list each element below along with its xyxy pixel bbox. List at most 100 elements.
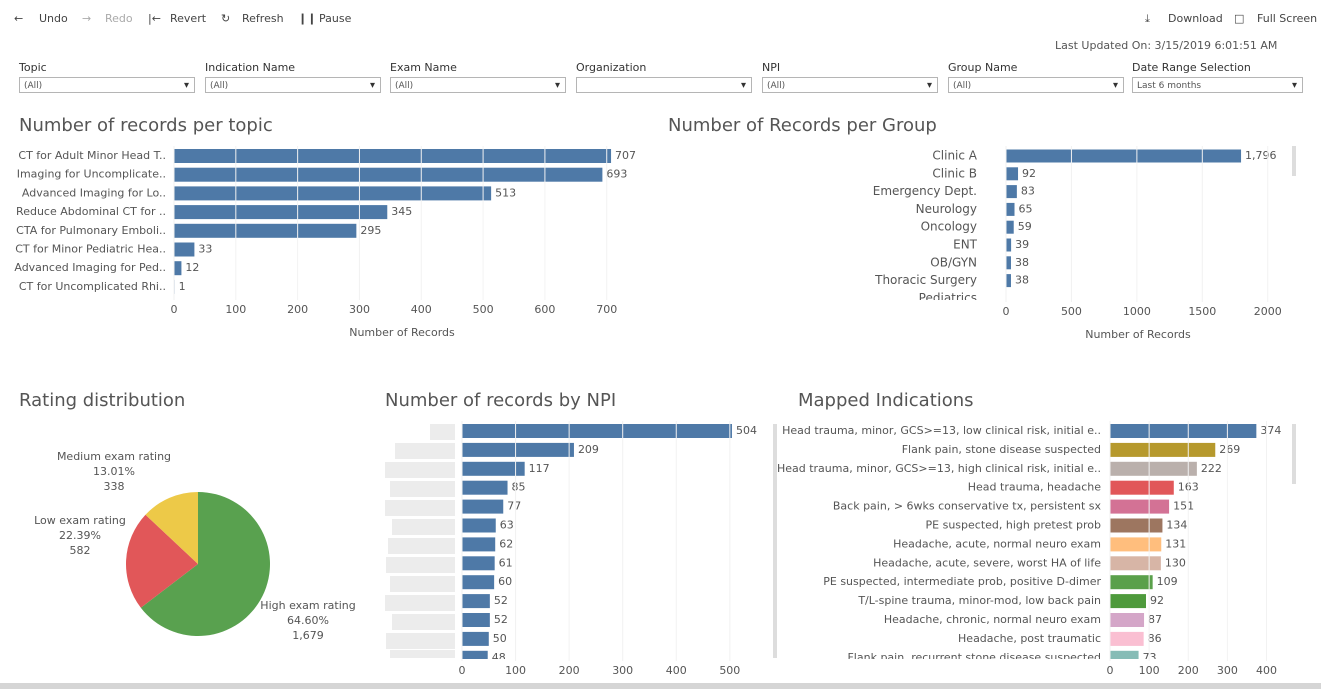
slice-count: 582 [70, 544, 91, 557]
value-label: 131 [1165, 537, 1186, 550]
value-label: 134 [1166, 519, 1187, 532]
category-label: Clinic B [932, 166, 977, 180]
pie-slice [126, 514, 198, 608]
value-label: 50 [493, 632, 507, 645]
bar [462, 442, 574, 457]
x-tick-label: 1000 [1123, 305, 1151, 318]
category-label: CTA for Pulmonary Emboli.. [16, 224, 166, 237]
value-label: 707 [615, 149, 636, 162]
undo[interactable]: Undo [39, 12, 68, 25]
value-label: 62 [499, 537, 513, 550]
category-label: Pediatrics [919, 291, 977, 305]
filter-dropdown[interactable]: (All) [390, 77, 566, 94]
bar [1110, 594, 1146, 609]
bar [1110, 650, 1139, 659]
value-label: 38 [1015, 256, 1029, 269]
value-label: 77 [507, 500, 521, 513]
x-tick-label: 100 [225, 303, 246, 316]
bar [462, 575, 495, 590]
category-label: CT for Uncomplicated Rhi.. [19, 280, 166, 293]
category-label: T/L-spine trauma, minor-mod, low back pa… [857, 594, 1101, 607]
bar [1110, 613, 1145, 627]
value-label: 92 [1150, 594, 1164, 607]
filter-dropdown[interactable]: Last 6 months [1132, 77, 1303, 94]
value-label: 1 [179, 280, 186, 293]
bar [462, 461, 525, 476]
filter-label: Date Range Selection [1132, 61, 1251, 74]
x-tick-label: 0 [459, 664, 466, 677]
category-label: Flank pain, recurrent stone disease susp… [847, 651, 1101, 664]
value-label: 151 [1173, 500, 1194, 513]
bar [174, 149, 612, 163]
category-label: Head trauma, minor, GCS>=13, high clinic… [777, 462, 1101, 475]
x-tick-label: 500 [1061, 305, 1082, 318]
pause[interactable]: Pause [319, 12, 352, 25]
value-label: 1,796 [1245, 149, 1277, 162]
x-tick-label: 300 [349, 303, 370, 316]
bar [1006, 167, 1019, 181]
category-label: CT for Minor Pediatric Hea.. [15, 243, 166, 256]
bar [1110, 575, 1153, 590]
slice-percent: 13.01% [93, 465, 135, 478]
undo-icon[interactable]: ← [14, 12, 24, 25]
revert[interactable]: Revert [170, 12, 207, 25]
revert-icon[interactable]: |← [148, 12, 161, 25]
scrollbar[interactable] [1292, 146, 1296, 176]
x-tick-label: 0 [171, 303, 178, 316]
bar [1006, 220, 1014, 234]
bar [462, 556, 495, 571]
bar [174, 242, 195, 257]
scrollbar[interactable] [773, 424, 777, 658]
full-screen-icon[interactable]: □ [1234, 12, 1245, 25]
category-label: Flank pain, stone disease suspected [902, 443, 1101, 456]
category-label: Headache, post traumatic [958, 632, 1101, 645]
value-label: 63 [500, 519, 514, 532]
slice-name: High exam rating [260, 599, 355, 612]
pause-icon[interactable]: ❙❙ [298, 12, 317, 25]
category-label: Reduce Abdominal CT for .. [16, 205, 166, 218]
chart-title: Number of Records per Group [668, 115, 937, 136]
bar [174, 261, 182, 276]
x-tick-label: 200 [559, 664, 580, 677]
filter-dropdown[interactable] [576, 77, 752, 94]
category-label: CT for Adult Minor Head T.. [18, 149, 166, 162]
category-label: Emergency Dept. [873, 184, 977, 198]
category-label: Headache, chronic, normal neuro exam [884, 613, 1101, 626]
value-label: 65 [1019, 202, 1033, 215]
bar [1006, 202, 1015, 216]
refresh-icon[interactable]: ↻ [221, 12, 231, 25]
download-icon[interactable]: ⤓ [1145, 12, 1150, 25]
filter-dropdown[interactable]: (All) [205, 77, 381, 94]
slice-percent: 22.39% [59, 529, 101, 542]
category-label: Headache, acute, severe, worst HA of lif… [873, 556, 1101, 569]
x-tick-label: 400 [1256, 664, 1277, 677]
bar [1110, 424, 1257, 438]
bar [462, 631, 489, 646]
category-label: Imaging for Uncomplicate.. [17, 168, 166, 181]
scrollbar[interactable] [1292, 424, 1296, 484]
x-tick-label: 200 [1178, 664, 1199, 677]
x-tick-label: 300 [1217, 664, 1238, 677]
filter-dropdown[interactable]: (All) [19, 77, 195, 94]
value-label: 269 [1219, 443, 1240, 456]
value-label: 52 [494, 613, 508, 626]
plot: Head trauma, minor, GCS>=13, low clinica… [777, 424, 1281, 664]
filter-dropdown[interactable]: (All) [762, 77, 938, 94]
x-tick-label: 500 [473, 303, 494, 316]
slice-count: 338 [104, 480, 125, 493]
filter-dropdown[interactable]: (All) [948, 77, 1124, 94]
download[interactable]: Download [1168, 12, 1223, 25]
category-label: ENT [953, 238, 978, 252]
value-label: 130 [1165, 556, 1186, 569]
x-tick-label: 500 [719, 664, 740, 677]
value-label: 85 [512, 481, 526, 494]
bar [1110, 480, 1174, 495]
bar [1110, 537, 1162, 552]
refresh[interactable]: Refresh [242, 12, 284, 25]
x-tick-label: 400 [666, 664, 687, 677]
bar [1110, 461, 1197, 476]
filter-label: Group Name [948, 61, 1018, 74]
x-tick-label: 300 [612, 664, 633, 677]
full-screen[interactable]: Full Screen [1257, 12, 1318, 25]
